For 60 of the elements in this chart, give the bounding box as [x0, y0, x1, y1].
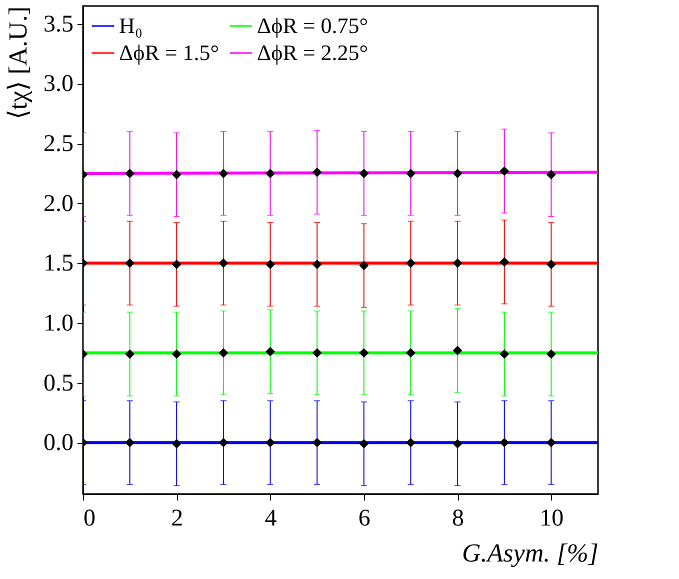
point [359, 439, 369, 449]
point [266, 438, 276, 448]
y-tick-label: 2.5 [44, 131, 74, 158]
point [218, 258, 228, 268]
point [546, 438, 556, 448]
point [546, 349, 556, 359]
point [312, 168, 322, 177]
point [546, 260, 556, 270]
point [452, 168, 462, 178]
point [406, 258, 416, 268]
y-tick-label: 3.0 [44, 71, 74, 98]
point [406, 438, 416, 448]
legend-label: ΔϕR = 2.25° [257, 40, 368, 65]
point [406, 348, 416, 358]
x-axis-title: G.Asym. [%] [462, 538, 598, 568]
x-tick-label: 8 [452, 506, 464, 532]
legend-label: H₀ [119, 13, 143, 38]
legend-label: ΔϕR = 1.5° [119, 40, 220, 65]
x-tick-label: 4 [264, 506, 277, 532]
point [172, 170, 182, 180]
point [359, 260, 369, 270]
point [546, 170, 556, 180]
point [312, 438, 322, 448]
y-tick-label: 1.0 [44, 310, 74, 336]
point [312, 260, 322, 270]
point [452, 439, 462, 449]
point [312, 348, 322, 358]
point [172, 260, 182, 270]
x-tick-label: 2 [171, 506, 184, 532]
point [125, 258, 135, 268]
point [500, 166, 510, 176]
point [266, 346, 276, 356]
point [218, 438, 228, 448]
point [218, 168, 228, 178]
point [359, 168, 369, 178]
point [452, 346, 462, 356]
y-tick-label: 3.5 [44, 11, 74, 38]
point [172, 349, 182, 359]
point [125, 438, 135, 448]
point [500, 349, 510, 359]
y-tick-label: 1.5 [44, 250, 74, 277]
x-tick-label: 0 [84, 506, 96, 532]
y-tick-label: 2.0 [44, 190, 74, 217]
y-tick-label: 0.5 [44, 370, 74, 396]
y-tick-label: 0.0 [44, 430, 74, 456]
point [452, 258, 462, 268]
x-tick-label: 10 [540, 506, 564, 532]
y-axis-title: ⟨tχ⟩ [A.U.] [4, 6, 32, 120]
point [125, 349, 135, 359]
point [218, 348, 228, 358]
point [266, 168, 276, 178]
point [266, 260, 276, 270]
point [172, 439, 182, 449]
x-tick-label: 6 [358, 506, 370, 532]
point [125, 168, 135, 178]
point [500, 257, 510, 267]
point [406, 168, 416, 178]
point [500, 438, 510, 448]
point [359, 348, 369, 358]
legend-label: ΔϕR = 0.75° [257, 13, 368, 38]
